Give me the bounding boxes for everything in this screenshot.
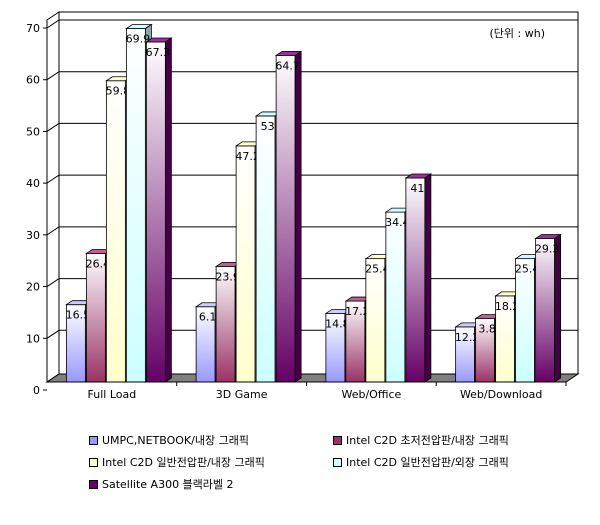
bar [535,238,556,383]
legend-swatch [333,435,342,445]
data-label: 17.2 [345,305,370,318]
data-label: 26.4 [86,257,111,270]
data-label: 18.2 [495,300,520,313]
gridline [46,174,578,184]
bar [105,80,126,383]
y-tick-label: 30 [26,229,40,242]
bar [235,145,256,383]
bar [215,266,236,383]
data-label: 53 [261,120,275,133]
bar-side [554,233,562,383]
gridline [46,122,578,132]
legend-label: Intel C2D 일반전압판/내장 그래픽 [102,456,265,469]
y-tick-label: 60 [26,74,40,87]
data-label: 29.3 [535,242,560,255]
gridline [46,71,578,81]
legend-item-c2d-ulv: Intel C2D 초저전압판/내장 그래픽 [333,432,509,448]
data-label: 67.3 [146,46,171,59]
data-label: 23.9 [215,270,240,283]
legend-item-c2d-std-ext: Intel C2D 일반전압판/외장 그래픽 [333,454,509,470]
legend-item-satellite: Satellite A300 블랙라벨 2 [89,476,234,492]
y-tick-label: 50 [26,125,40,138]
side-wall [46,11,60,383]
legend-swatch [89,435,98,445]
legend-item-c2d-std-int: Intel C2D 일반전압판/내장 그래픽 [89,454,265,470]
legend-label: Intel C2D 초저전압판/내장 그래픽 [346,434,509,447]
bar [125,28,146,383]
data-label: 25.4 [515,263,540,276]
data-label: 41 [410,182,424,195]
bar [255,115,276,383]
data-label: 69.9 [126,33,151,46]
y-tick-label: 40 [26,177,40,190]
data-label: 3.8 [478,323,496,336]
y-tick-label: 20 [26,281,40,294]
data-label: 64.7 [275,59,300,72]
x-tick-label: Web/Office [341,388,401,401]
data-label: 25.4 [365,263,390,276]
legend-item-umpc: UMPC,NETBOOK/내장 그래픽 [89,432,249,448]
legend-swatch [89,457,98,467]
bar-side [164,37,172,383]
bar [145,41,166,383]
legend-label: Satellite A300 블랙라벨 2 [102,478,234,491]
bar [385,211,406,383]
bar [85,253,106,383]
unit-note: (단위 : wh) [490,27,546,40]
data-label: 59.8 [106,85,131,98]
data-label: 34.4 [385,216,410,229]
legend-swatch [89,479,98,489]
bar-side [424,173,432,383]
y-tick-label: 70 [26,22,40,35]
x-tick-label: Web/Download [460,388,542,401]
data-label: 6.1 [199,311,217,324]
bar [365,258,386,383]
x-tick-label: Full Load [88,388,137,401]
x-tick-label: 3D Game [216,388,268,401]
bar-side [294,50,302,383]
y-tick-label: 10 [26,332,40,345]
data-label: 14.8 [325,317,350,330]
data-label: 47.2 [235,150,260,163]
bar [275,55,296,383]
y-tick-label: 0 [33,384,40,397]
legend-label: UMPC,NETBOOK/내장 그래픽 [102,434,249,447]
data-label: 12.2 [455,331,480,344]
data-label: 16.5 [66,309,91,322]
legend-swatch [333,457,342,467]
legend-label: Intel C2D 일반전압판/외장 그래픽 [346,456,509,469]
bar [515,258,536,383]
gridline [46,19,578,29]
bar [405,177,426,383]
